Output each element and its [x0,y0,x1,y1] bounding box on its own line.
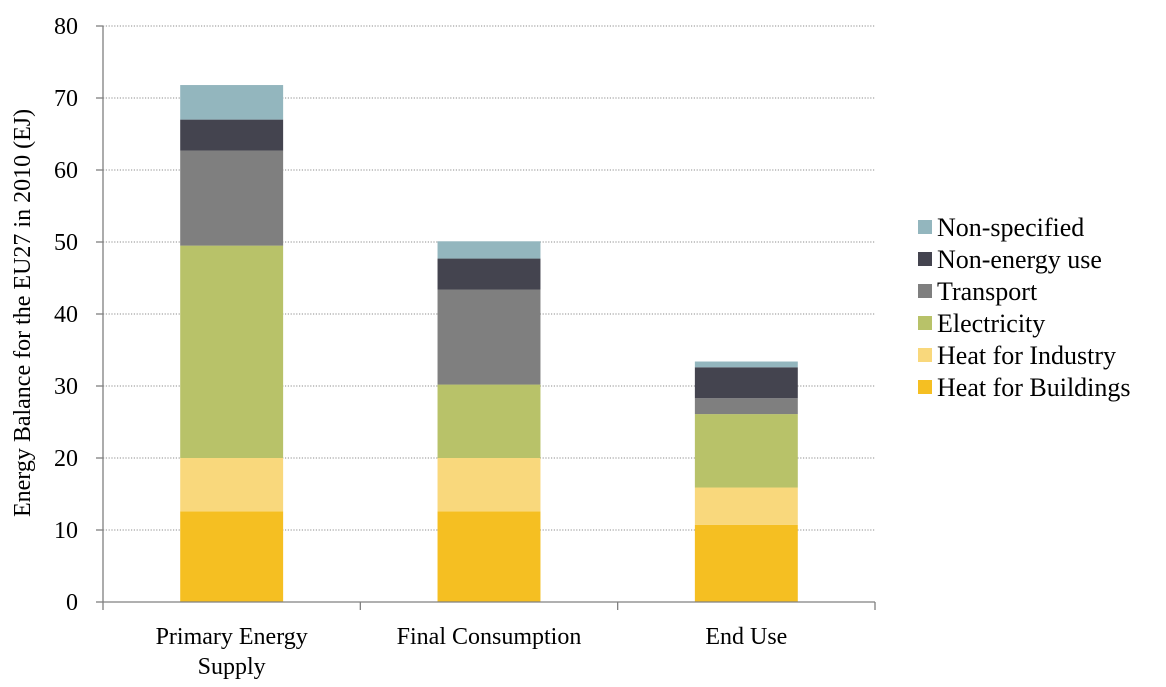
legend-label-transport: Transport [937,277,1038,306]
x-category-label: Supply [198,654,266,680]
bar-segment-non-energy-use [180,119,284,151]
x-category-label: Final Consumption [397,624,582,650]
y-tick-label: 40 [54,302,78,328]
legend-label-heat-for-industry: Heat for Industry [937,341,1116,370]
y-tick-label: 20 [54,446,78,472]
legend-swatch-transport [918,284,932,298]
bar-segment-heat-for-industry [437,458,541,512]
legend-label-heat-for-buildings: Heat for Buildings [937,373,1131,402]
bar-segment-non-energy-use [437,258,541,290]
legend-swatch-electricity [918,316,932,330]
legend-label-non-energy-use: Non-energy use [937,245,1102,274]
bar-segment-non-specified [694,361,798,368]
y-tick-label: 60 [54,158,78,184]
y-tick-label: 0 [66,590,78,616]
x-category-label: End Use [705,624,787,650]
y-axis-label: Energy Balance for the EU27 in 2010 (EJ) [10,109,36,517]
bar-segment-electricity [437,384,541,458]
y-tick-label: 50 [54,230,78,256]
legend-label-non-specified: Non-specified [937,213,1084,242]
bar-segment-transport [437,289,541,385]
y-tick-label: 30 [54,374,78,400]
bar-segment-heat-for-buildings [180,511,284,602]
legend-label-electricity: Electricity [937,309,1045,338]
legend: Non-specified Non-energy use Transport Elec… [918,213,1131,402]
bar-segment-non-energy-use [694,367,798,399]
bar-segment-transport [180,150,284,246]
bar-segment-heat-for-buildings [694,524,798,602]
y-tick-labels: 0 10 20 30 40 50 60 70 80 [54,14,78,616]
bar-segment-heat-for-buildings [437,511,541,602]
bars [180,85,798,602]
bar-segment-transport [694,398,798,415]
legend-swatch-heat-for-industry [918,348,932,362]
y-tick-label: 80 [54,14,78,40]
legend-swatch-non-energy-use [918,252,932,266]
bar-segment-non-specified [180,85,284,120]
bar-segment-heat-for-industry [180,458,284,512]
bar-segment-heat-for-industry [694,487,798,525]
axes [96,25,876,610]
legend-swatch-heat-for-buildings [918,380,932,394]
x-category-label: Primary Energy [156,624,308,650]
bar-segment-non-specified [437,241,541,259]
bar-segment-electricity [694,414,798,488]
y-tick-label: 70 [54,86,78,112]
legend-swatch-non-specified [918,220,932,234]
bar-segment-electricity [180,245,284,458]
y-tick-label: 10 [54,518,78,544]
x-category-labels: Primary Energy Supply Final Consumption End… [156,624,788,680]
